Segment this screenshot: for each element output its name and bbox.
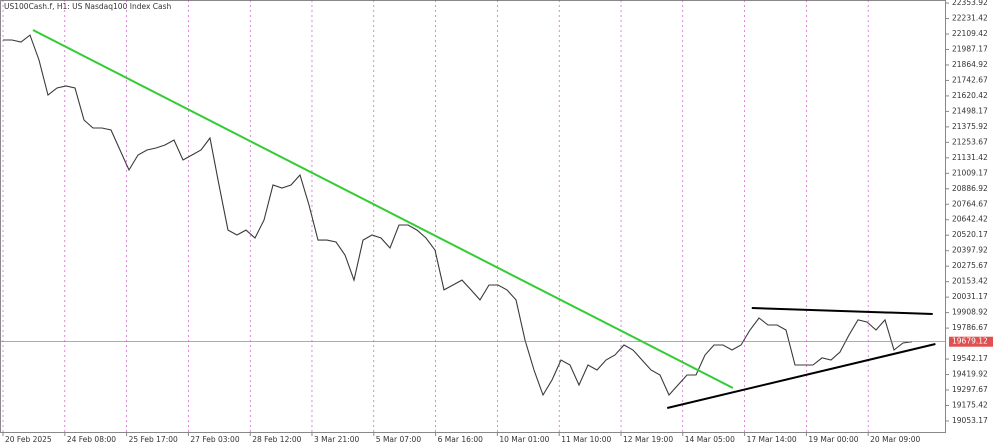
y-tick-label: 20520.17 xyxy=(952,230,988,239)
y-tick-label: 19542.17 xyxy=(952,354,988,363)
y-tick-label: 21620.42 xyxy=(952,91,988,100)
y-tick-label: 22231.42 xyxy=(952,14,988,23)
price-line xyxy=(3,34,913,397)
y-tick-label: 20886.92 xyxy=(952,184,988,193)
x-tick-label: 24 Feb 08:00 xyxy=(67,435,116,444)
x-tick-label: 17 Mar 14:00 xyxy=(747,435,797,444)
x-tick-label: 19 Mar 00:00 xyxy=(808,435,858,444)
current-price-box xyxy=(949,336,993,347)
x-tick-label: 25 Feb 17:00 xyxy=(129,435,178,444)
y-tick-label: 21498.17 xyxy=(952,106,988,115)
y-tick-label: 21009.17 xyxy=(952,168,988,177)
y-tick-label: 20397.92 xyxy=(952,246,988,255)
y-tick-label: 19419.92 xyxy=(952,370,988,379)
trendline xyxy=(666,343,936,409)
current-price-label: 19679.12 xyxy=(952,337,988,346)
y-tick-label: 21742.67 xyxy=(952,75,988,84)
x-tick-label: 6 Mar 16:00 xyxy=(438,435,484,444)
y-tick-label: 22109.42 xyxy=(952,29,988,38)
y-tick-label: 21864.92 xyxy=(952,60,988,69)
y-tick-label: 22353.92 xyxy=(952,0,988,7)
trendline xyxy=(751,307,933,315)
y-tick-label: 19175.42 xyxy=(952,400,988,409)
x-tick-label: 27 Feb 03:00 xyxy=(190,435,239,444)
x-tick-label: 28 Feb 12:00 xyxy=(252,435,301,444)
x-tick-label: 20 Feb 2025 xyxy=(5,435,52,444)
chart-title: US100Cash.f, H1: US Nasdaq100 Index Cash xyxy=(4,2,172,11)
x-tick-label: 12 Mar 19:00 xyxy=(623,435,673,444)
y-tick-label: 21253.67 xyxy=(952,137,988,146)
y-tick-label: 19053.17 xyxy=(952,416,988,425)
y-tick-label: 20764.67 xyxy=(952,199,988,208)
x-tick-label: 5 Mar 07:00 xyxy=(376,435,422,444)
x-tick-label: 14 Mar 05:00 xyxy=(685,435,735,444)
x-tick-label: 3 Mar 21:00 xyxy=(314,435,360,444)
x-tick-label: 10 Mar 01:00 xyxy=(499,435,549,444)
y-tick-label: 20275.67 xyxy=(952,261,988,270)
y-tick-label: 21987.17 xyxy=(952,44,988,53)
x-tick-label: 11 Mar 10:00 xyxy=(561,435,611,444)
y-tick-label: 19908.92 xyxy=(952,308,988,317)
y-tick-label: 19297.67 xyxy=(952,385,988,394)
y-tick-label: 21375.92 xyxy=(952,122,988,131)
plot-frame xyxy=(0,0,946,433)
y-tick-label: 20642.42 xyxy=(952,215,988,224)
y-tick-label: 20153.42 xyxy=(952,277,988,286)
trendline xyxy=(32,29,734,389)
y-tick-label: 21131.42 xyxy=(952,153,988,162)
x-tick-label: 20 Mar 09:00 xyxy=(870,435,920,444)
y-tick-label: 20031.17 xyxy=(952,292,988,301)
y-tick-label: 19786.67 xyxy=(952,323,988,332)
